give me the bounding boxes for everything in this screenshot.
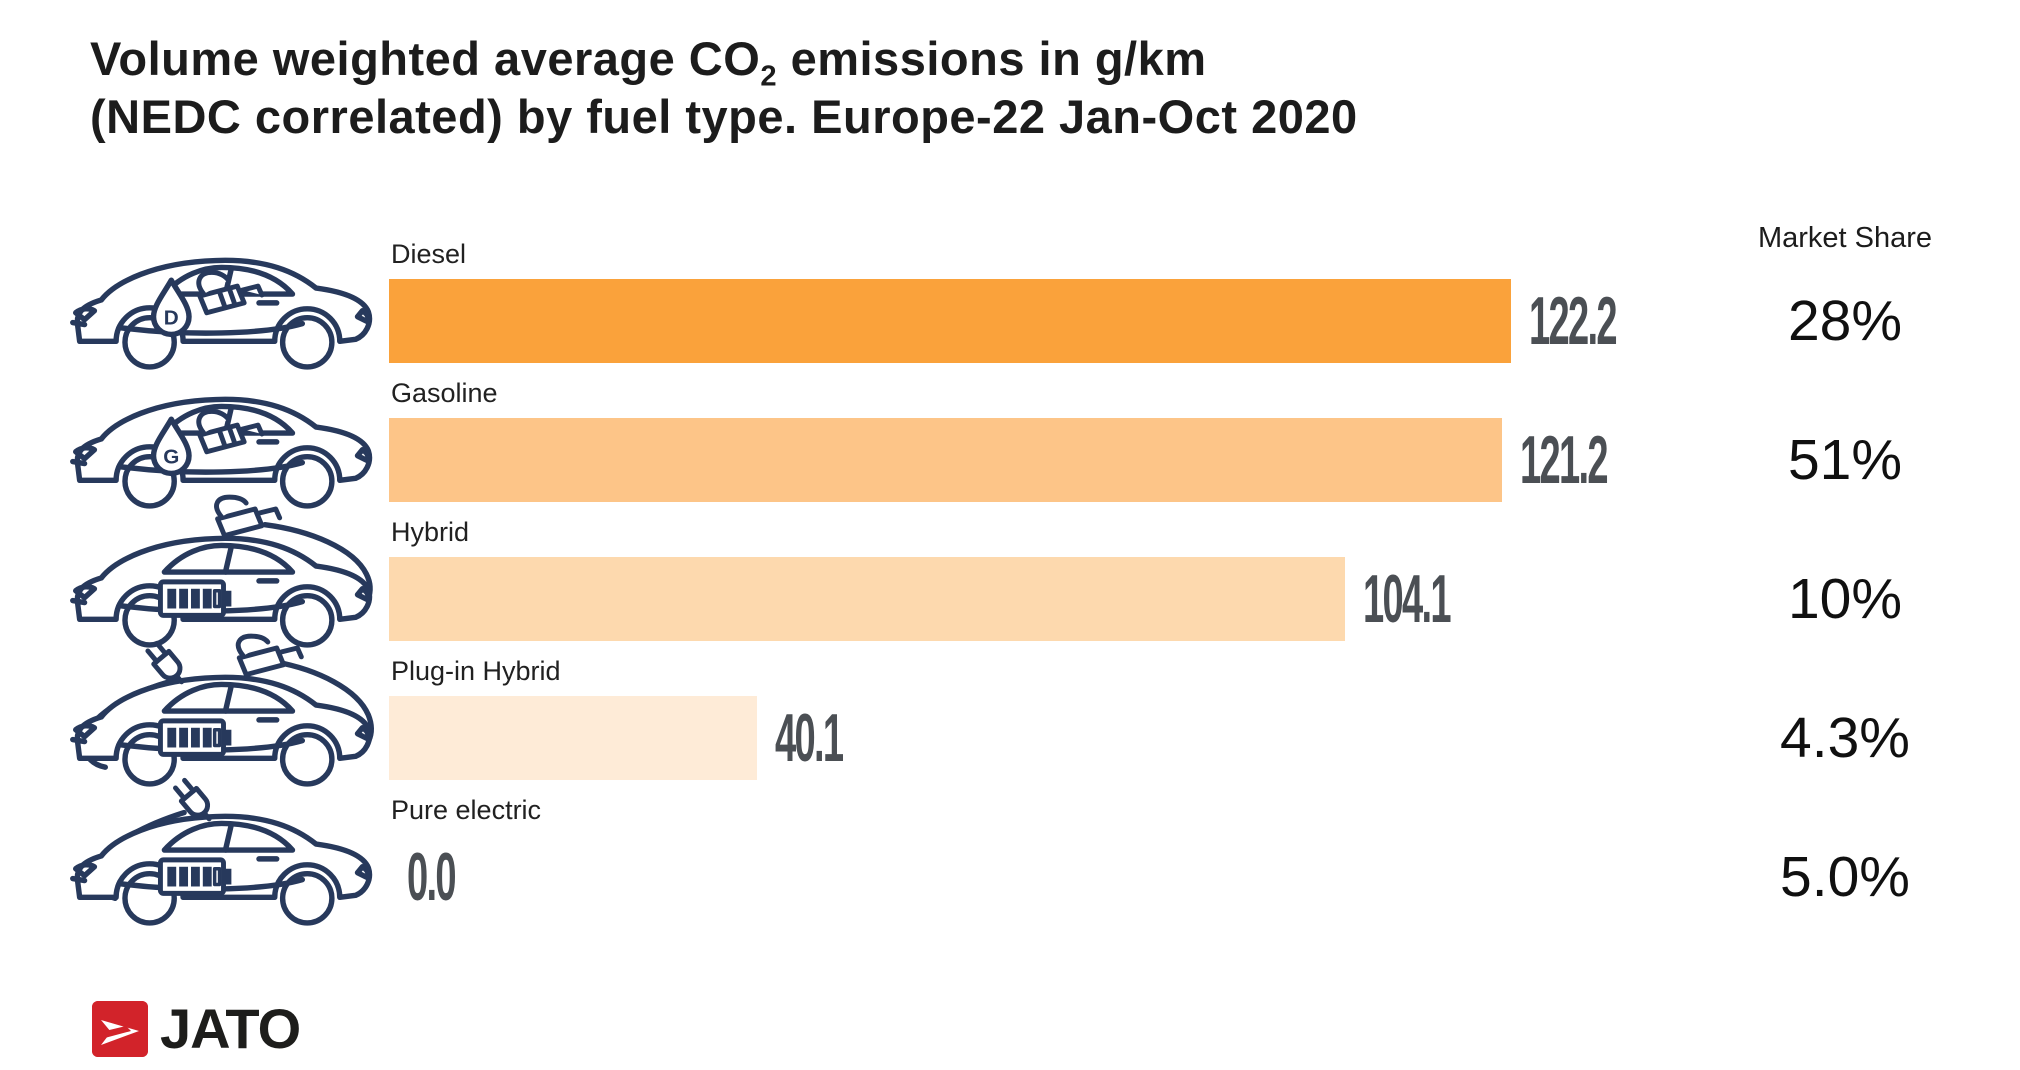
bar-label: Diesel bbox=[391, 239, 467, 269]
market-share-diesel: 28% bbox=[1787, 289, 1903, 353]
svg-text:D: D bbox=[164, 307, 179, 330]
market-share-pure-electric: 5.0% bbox=[1780, 845, 1910, 909]
chart-title: Volume weighted average CO2 emissions in… bbox=[90, 30, 1890, 147]
bar-label: Plug-in Hybrid bbox=[391, 656, 561, 686]
market-share-hybrid: 10% bbox=[1787, 567, 1903, 631]
market-share-header: Market Share bbox=[1757, 222, 1933, 254]
jato-logo-arrow-icon bbox=[92, 1000, 148, 1057]
jato-logo-text: JATO bbox=[160, 997, 301, 1060]
bar-row-plugin-hybrid: Plug-in Hybrid 40.1 bbox=[389, 656, 1789, 786]
hybrid-car-icon bbox=[56, 494, 373, 654]
bar-value: 122.2 bbox=[1529, 283, 1618, 359]
bar-gasoline bbox=[389, 418, 1502, 502]
market-share-plugin-hybrid: 4.3% bbox=[1780, 706, 1910, 770]
plugin-hybrid-car-icon bbox=[56, 633, 374, 793]
title-co2-subscript: 2 bbox=[760, 60, 778, 93]
bar-label: Pure electric bbox=[391, 795, 542, 825]
title-line1-prefix: Volume weighted average CO bbox=[90, 32, 761, 85]
bar-value: 104.1 bbox=[1362, 561, 1452, 637]
title-line2: (NEDC correlated) by fuel type. Europe-2… bbox=[90, 90, 1358, 144]
bar-row-diesel: Diesel 122.2 bbox=[389, 239, 1789, 369]
bar-row-pure-electric: Pure electric 0.0 bbox=[389, 795, 1789, 925]
bar-plugin-hybrid bbox=[389, 696, 758, 780]
bar-value: 40.1 bbox=[775, 700, 844, 776]
bar-row-hybrid: Hybrid 104.1 bbox=[389, 517, 1789, 647]
jato-logo: JATO bbox=[92, 996, 301, 1061]
bar-label: Gasoline bbox=[391, 378, 498, 408]
gasoline-car-icon: G bbox=[56, 355, 391, 515]
bar-label: Hybrid bbox=[391, 517, 470, 547]
electric-car-icon bbox=[56, 772, 391, 932]
bar-value: 121.2 bbox=[1519, 422, 1609, 498]
market-share-gasoline: 51% bbox=[1787, 428, 1903, 492]
bar-hybrid bbox=[389, 557, 1345, 641]
bar-value: 0.0 bbox=[407, 839, 457, 915]
svg-text:G: G bbox=[163, 446, 179, 469]
bar-diesel bbox=[389, 279, 1511, 363]
title-line1-suffix: emissions in g/km bbox=[777, 32, 1207, 85]
diesel-car-icon: D bbox=[56, 216, 391, 376]
bar-row-gasoline: Gasoline 121.2 bbox=[389, 378, 1789, 508]
